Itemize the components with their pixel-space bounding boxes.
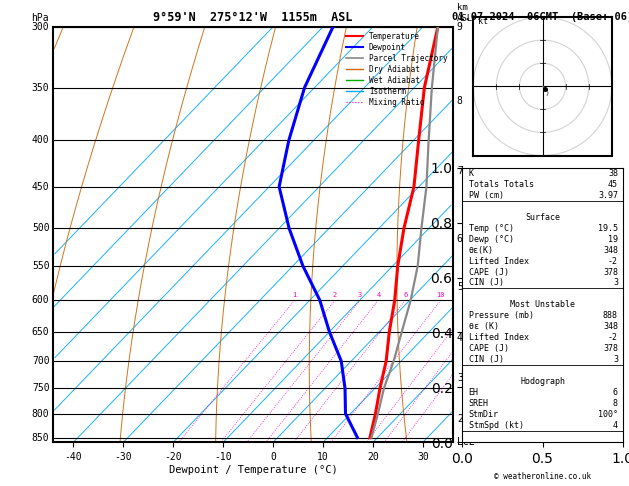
Text: 600: 600 bbox=[32, 295, 50, 305]
Text: θε(K): θε(K) bbox=[469, 245, 494, 255]
Text: 400: 400 bbox=[32, 135, 50, 145]
Text: CAPE (J): CAPE (J) bbox=[469, 267, 509, 277]
Text: 500: 500 bbox=[32, 223, 50, 233]
Text: 19.5: 19.5 bbox=[598, 224, 618, 233]
Text: -2: -2 bbox=[608, 257, 618, 265]
Text: 888: 888 bbox=[603, 312, 618, 320]
Text: 300: 300 bbox=[32, 22, 50, 32]
Legend: Temperature, Dewpoint, Parcel Trajectory, Dry Adiabat, Wet Adiabat, Isotherm, Mi: Temperature, Dewpoint, Parcel Trajectory… bbox=[345, 31, 449, 108]
Text: 01.07.2024  06GMT  (Base: 06): 01.07.2024 06GMT (Base: 06) bbox=[452, 12, 629, 22]
Text: 378: 378 bbox=[603, 345, 618, 353]
Text: 9: 9 bbox=[457, 22, 463, 32]
Text: Surface: Surface bbox=[525, 212, 560, 222]
Text: 3: 3 bbox=[358, 292, 362, 298]
Text: © weatheronline.co.uk: © weatheronline.co.uk bbox=[494, 472, 591, 481]
Text: 2: 2 bbox=[457, 414, 463, 424]
Text: Temp (°C): Temp (°C) bbox=[469, 224, 514, 233]
Text: 348: 348 bbox=[603, 322, 618, 331]
Text: CAPE (J): CAPE (J) bbox=[469, 345, 509, 353]
Text: 4: 4 bbox=[457, 333, 463, 343]
Text: 45: 45 bbox=[608, 180, 618, 189]
X-axis label: Dewpoint / Temperature (°C): Dewpoint / Temperature (°C) bbox=[169, 465, 338, 475]
Text: Hodograph: Hodograph bbox=[520, 377, 565, 386]
Text: PW (cm): PW (cm) bbox=[469, 191, 504, 200]
Text: 4: 4 bbox=[613, 421, 618, 430]
Text: Totals Totals: Totals Totals bbox=[469, 180, 534, 189]
Text: Dewp (°C): Dewp (°C) bbox=[469, 235, 514, 243]
Text: StmSpd (kt): StmSpd (kt) bbox=[469, 421, 524, 430]
Text: 750: 750 bbox=[32, 383, 50, 393]
Text: 550: 550 bbox=[32, 261, 50, 271]
Text: 38: 38 bbox=[608, 169, 618, 178]
Text: 7: 7 bbox=[457, 166, 463, 175]
Text: Most Unstable: Most Unstable bbox=[510, 300, 575, 310]
Text: 3.97: 3.97 bbox=[598, 191, 618, 200]
Text: 9°59'N  275°12'W  1155m  ASL: 9°59'N 275°12'W 1155m ASL bbox=[153, 11, 353, 24]
Text: 3: 3 bbox=[457, 373, 463, 382]
Text: CIN (J): CIN (J) bbox=[469, 355, 504, 364]
Text: 3: 3 bbox=[613, 355, 618, 364]
Text: 4: 4 bbox=[376, 292, 381, 298]
Text: 6: 6 bbox=[403, 292, 408, 298]
Text: 700: 700 bbox=[32, 356, 50, 366]
Text: StmDir: StmDir bbox=[469, 410, 499, 419]
Text: 1: 1 bbox=[292, 292, 297, 298]
Text: 2: 2 bbox=[333, 292, 337, 298]
Text: Pressure (mb): Pressure (mb) bbox=[469, 312, 534, 320]
Text: 800: 800 bbox=[32, 409, 50, 419]
Text: 3: 3 bbox=[613, 278, 618, 288]
Text: 650: 650 bbox=[32, 327, 50, 337]
Text: 850: 850 bbox=[32, 433, 50, 443]
Text: -2: -2 bbox=[608, 333, 618, 343]
Text: 19: 19 bbox=[608, 235, 618, 243]
Text: Lifted Index: Lifted Index bbox=[469, 333, 529, 343]
Text: CIN (J): CIN (J) bbox=[469, 278, 504, 288]
Text: 100°: 100° bbox=[598, 410, 618, 419]
Text: kt: kt bbox=[478, 17, 488, 26]
Text: km
ASL: km ASL bbox=[457, 3, 473, 22]
Text: K: K bbox=[469, 169, 474, 178]
Text: 348: 348 bbox=[603, 245, 618, 255]
Text: 6: 6 bbox=[613, 388, 618, 398]
Text: Mixing Ratio (g/kg): Mixing Ratio (g/kg) bbox=[470, 183, 479, 286]
Text: 6: 6 bbox=[457, 234, 463, 244]
Text: hPa: hPa bbox=[31, 13, 49, 22]
Text: EH: EH bbox=[469, 388, 479, 398]
Text: 10: 10 bbox=[437, 292, 445, 298]
Text: θε (K): θε (K) bbox=[469, 322, 499, 331]
Text: Lifted Index: Lifted Index bbox=[469, 257, 529, 265]
Text: 8: 8 bbox=[457, 96, 463, 106]
Text: SREH: SREH bbox=[469, 399, 489, 408]
Text: 8: 8 bbox=[613, 399, 618, 408]
Text: 378: 378 bbox=[603, 267, 618, 277]
Text: 450: 450 bbox=[32, 182, 50, 191]
Text: 350: 350 bbox=[32, 83, 50, 92]
Text: LCL: LCL bbox=[457, 437, 474, 447]
Text: 5: 5 bbox=[457, 282, 463, 292]
